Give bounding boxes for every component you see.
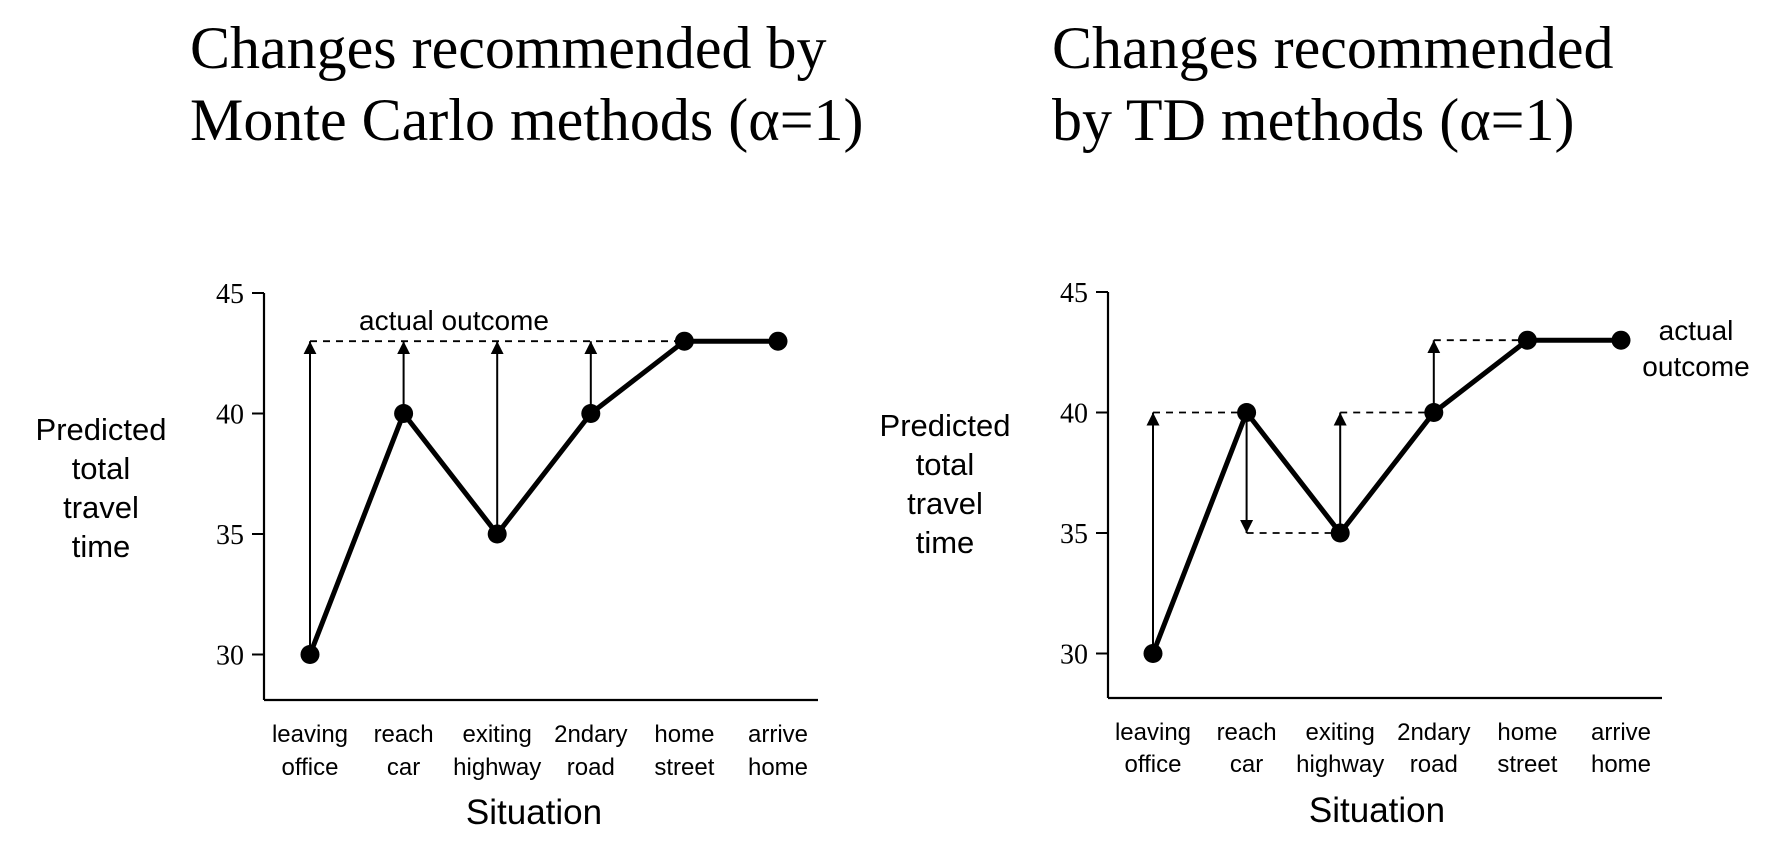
x-category-label-line: exiting [463, 721, 532, 748]
x-category-label: 2ndary road [1397, 719, 1470, 778]
prediction-point [394, 404, 414, 423]
prediction-point [1611, 330, 1631, 350]
y-axis-label-line: Predicted [36, 412, 167, 447]
x-category-label-line: highway [1296, 751, 1384, 778]
x-category-label-line: reach [1217, 719, 1277, 746]
x-category-label-line: street [654, 754, 714, 781]
td-chart: Changes recommended by TD methods (α=1) 30… [880, 15, 1750, 830]
x-category-label-line: exiting [1306, 719, 1375, 746]
chart-title-line: Changes recommended by [190, 15, 826, 81]
x-category-label: exiting highway [1296, 719, 1384, 778]
x-category-label-line: highway [453, 754, 541, 781]
prediction-point [581, 404, 601, 423]
monte-carlo-chart: Changes recommended by Monte Carlo method… [36, 15, 864, 832]
actual-outcome-annotation-line: outcome [1642, 351, 1749, 382]
actual-outcome-annotation: actual outcome [359, 305, 549, 336]
x-category-label: home street [1497, 719, 1557, 778]
x-category-label-line: car [387, 754, 420, 781]
prediction-point [1237, 403, 1257, 422]
x-category-label-line: arrive [748, 721, 808, 748]
prediction-point [1424, 403, 1444, 422]
y-axis-label-line: total [72, 451, 131, 486]
x-category-label-line: road [567, 754, 615, 781]
y-axis-label-line: travel [63, 490, 139, 525]
x-category-label: leaving office [272, 721, 348, 781]
prediction-point [487, 524, 507, 544]
chart-title-line: Monte Carlo methods (α=1) [190, 87, 864, 153]
y-tick-label: 30 [216, 641, 244, 672]
x-category-label-line: home [654, 721, 714, 748]
x-category-label-line: home [748, 754, 808, 781]
prediction-line [307, 338, 778, 656]
x-category-label: reach car [1217, 719, 1277, 778]
chart-title: Changes recommended by Monte Carlo method… [190, 15, 864, 153]
x-category-label-line: leaving [272, 721, 348, 748]
x-category-label-line: home [1591, 751, 1651, 778]
x-category-label-line: street [1497, 751, 1557, 778]
prediction-point [1517, 330, 1537, 350]
x-category-label-line: road [1410, 751, 1458, 778]
x-category-label: arrive home [1591, 719, 1651, 778]
y-tick-label: 40 [1060, 399, 1088, 430]
y-tick-label: 45 [1060, 278, 1088, 309]
y-tick-label: 40 [216, 400, 244, 431]
chart-title-line: by TD methods (α=1) [1052, 87, 1574, 153]
y-axis-label-line: total [916, 447, 975, 482]
x-category-label: reach car [374, 721, 434, 781]
x-category-label-line: office [282, 754, 339, 781]
prediction-point [768, 331, 788, 351]
x-category-label-line: office [1125, 751, 1182, 778]
y-axis-label-line: Predicted [880, 408, 1011, 443]
x-category-label-line: leaving [1115, 719, 1191, 746]
x-category-label-line: car [1230, 751, 1263, 778]
x-category-label: 2ndary road [554, 721, 627, 781]
actual-outcome-annotation-line: actual outcome [359, 305, 549, 336]
x-category-label-line: reach [374, 721, 434, 748]
y-tick-label: 30 [1060, 640, 1088, 671]
actual-outcome-annotation: actual outcome [1642, 315, 1749, 382]
prediction-point [1143, 644, 1163, 663]
y-axis-label-line: time [916, 525, 975, 560]
x-category-label: leaving office [1115, 719, 1191, 778]
prediction-point [674, 331, 694, 351]
y-tick-label: 45 [216, 279, 244, 310]
x-category-label-line: 2ndary [1397, 719, 1470, 746]
y-axis-label: Predicted total travel time [880, 408, 1011, 560]
chart-title: Changes recommended by TD methods (α=1) [1052, 15, 1613, 153]
x-category-label-line: home [1497, 719, 1557, 746]
y-axis-label: Predicted total travel time [36, 412, 167, 564]
x-category-label-line: 2ndary [554, 721, 627, 748]
y-axis-label-line: travel [907, 486, 983, 521]
x-category-label-line: arrive [1591, 719, 1651, 746]
x-category-label: exiting highway [453, 721, 541, 781]
prediction-point [300, 645, 320, 664]
x-category-label: home street [654, 721, 714, 781]
prediction-point [1330, 523, 1350, 543]
actual-outcome-annotation-line: actual [1659, 315, 1734, 346]
prediction-line [1150, 337, 1621, 655]
x-axis-label: Situation [1309, 791, 1445, 830]
y-tick-label: 35 [1060, 519, 1088, 550]
chart-title-line: Changes recommended [1052, 15, 1613, 81]
y-tick-label: 35 [216, 520, 244, 551]
x-category-label: arrive home [748, 721, 808, 781]
x-axis-label: Situation [466, 793, 602, 832]
y-axis-label-line: time [72, 529, 131, 564]
